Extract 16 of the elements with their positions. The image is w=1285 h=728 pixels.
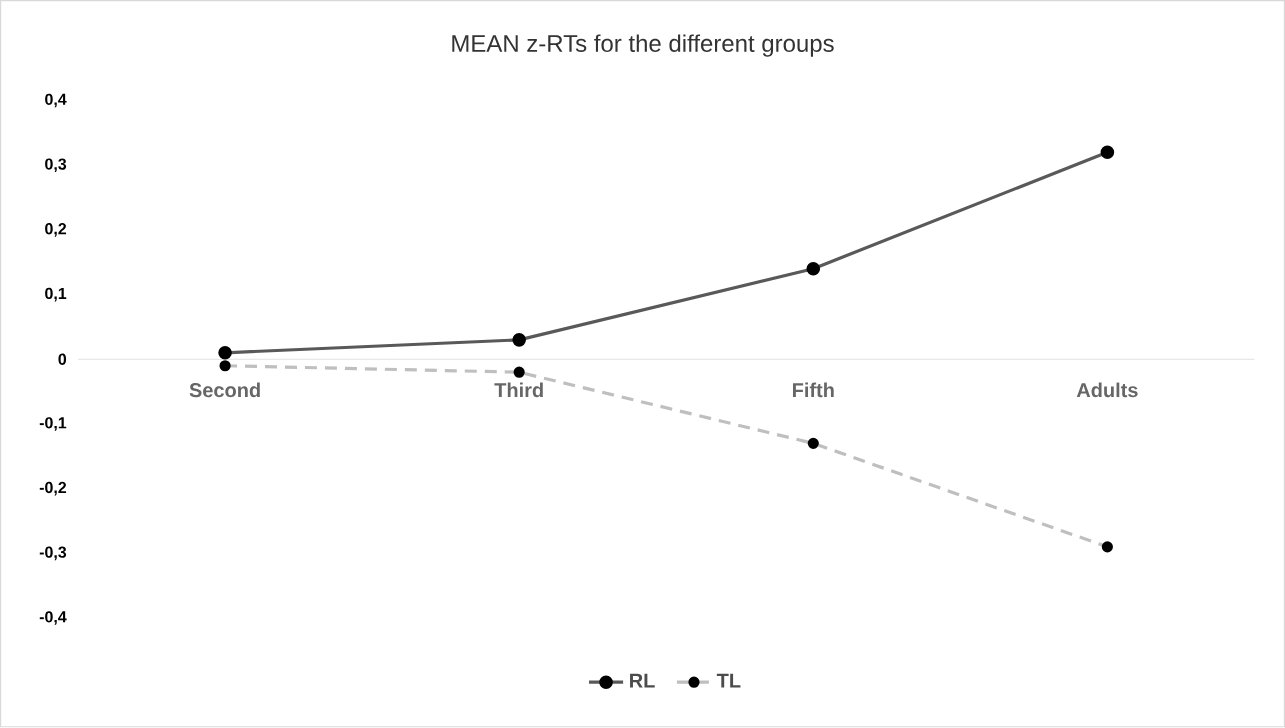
y-tick-label: -0,2 — [39, 482, 67, 496]
x-tick-label: Adults — [1076, 382, 1138, 398]
y-tick-label: 0,1 — [45, 288, 67, 302]
y-tick-label: 0 — [58, 353, 67, 366]
y-tick-label: 0,2 — [45, 223, 67, 237]
legend-label: TL — [716, 674, 741, 688]
x-tick-label: Third — [494, 382, 543, 398]
y-tick-label: 0,3 — [45, 158, 67, 173]
y-tick-label: -0,1 — [39, 417, 67, 432]
y-tick-label: -0,3 — [39, 546, 67, 561]
y-tick-label: -0,4 — [39, 611, 67, 626]
legend-label: RL — [630, 674, 655, 688]
x-tick-label: Second — [189, 382, 260, 398]
x-tick-label: Fifth — [792, 382, 834, 398]
chart-title: MEAN z-RTs for the different groups — [452, 34, 834, 57]
y-tick-label: 0,4 — [45, 93, 67, 108]
